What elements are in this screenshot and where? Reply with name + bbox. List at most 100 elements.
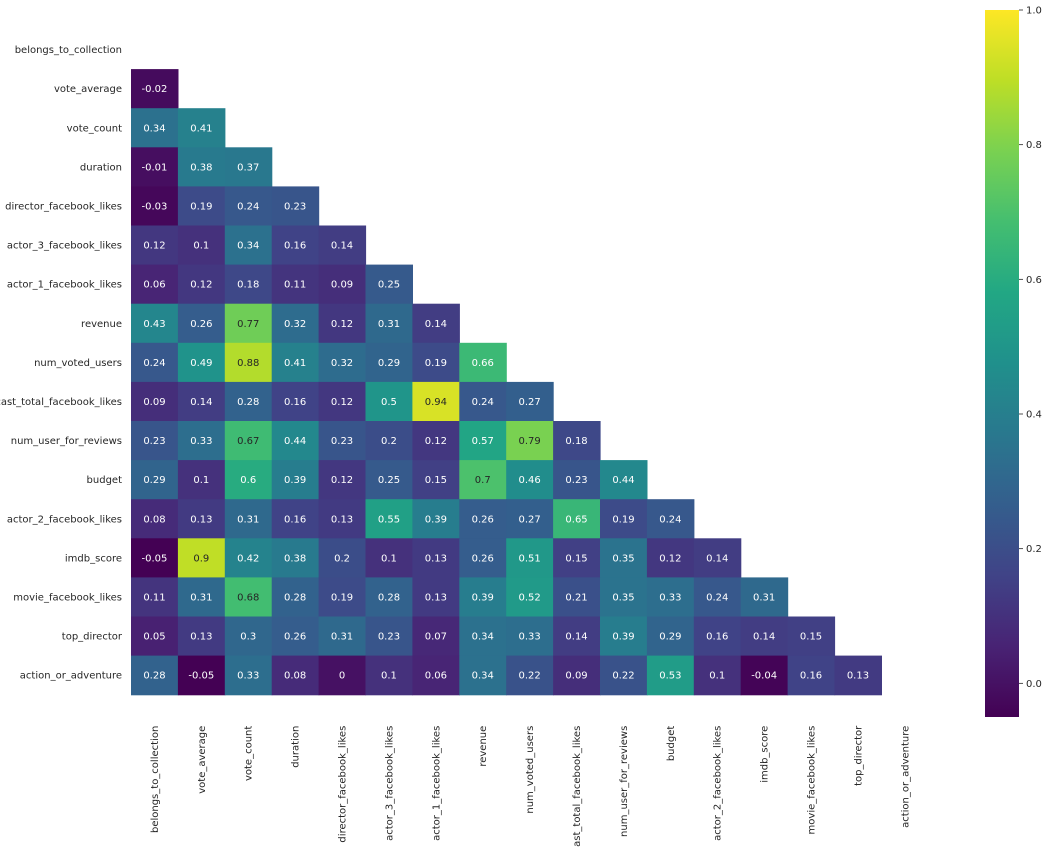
heatmap-cell: [787, 616, 836, 657]
cell-value-label: 0.68: [237, 592, 259, 603]
heatmap-cell: [131, 69, 179, 109]
heatmap-cell: [412, 616, 460, 657]
cell-value-label: 0.09: [331, 280, 353, 291]
heatmap-cell: [318, 264, 367, 305]
cell-value-label: 0.43: [143, 319, 165, 330]
cell-value-label: 0.12: [659, 553, 681, 564]
cell-value-label: 0.14: [753, 632, 775, 643]
heatmap-cell: [412, 381, 460, 422]
cell-value-label: 0.29: [659, 632, 681, 643]
cell-value-label: 0.18: [565, 436, 587, 447]
heatmap-cell: [131, 538, 179, 578]
heatmap-cell: [131, 147, 179, 187]
cell-value-label: 0.31: [331, 632, 353, 643]
heatmap-cell: [131, 577, 179, 618]
x-tick-label: action_or_adventure: [900, 726, 911, 828]
x-tick-label: cast_total_facebook_likes: [572, 726, 583, 847]
y-axis-tick-labels: belongs_to_collection vote_average vote_co…: [0, 45, 123, 682]
y-tick-label: movie_facebook_likes: [13, 592, 122, 603]
cell-value-label: 0.41: [190, 123, 212, 134]
heatmap-cell: [646, 616, 695, 657]
cell-value-label: 0.79: [519, 436, 541, 447]
heatmap-cell: [177, 655, 226, 696]
y-tick-label: actor_2_facebook_likes: [7, 514, 122, 525]
cell-value-label: 0.19: [612, 514, 634, 525]
cell-value-label: 0.28: [237, 397, 259, 408]
heatmap-cell: [271, 616, 320, 657]
cell-value-label: 0.65: [565, 514, 587, 525]
heatmap-cell: [131, 460, 179, 500]
heatmap-cell: [740, 616, 789, 657]
cell-value-label: 0.67: [237, 436, 259, 447]
cell-value-label: 0.31: [237, 514, 259, 525]
cell-value-label: 0.26: [190, 319, 212, 330]
cell-value-label: 0.88: [237, 358, 259, 369]
heatmap-cell: [553, 538, 601, 578]
heatmap-cell: [506, 499, 554, 539]
heatmap-cell: [459, 342, 507, 383]
cell-value-label: 0.33: [659, 592, 681, 603]
cell-value-label: 0.15: [565, 553, 587, 564]
cell-value-label: 0.26: [472, 514, 494, 525]
heatmap-cell: [646, 538, 695, 578]
cell-value-label: 0.24: [472, 397, 494, 408]
heatmap-cell: [834, 655, 882, 696]
cell-value-label: 0.9: [193, 553, 209, 564]
cell-value-label: 0.1: [193, 241, 209, 252]
heatmap-cell: [506, 538, 554, 578]
cell-value-label: -0.01: [142, 162, 168, 173]
heatmap-cell: [177, 460, 226, 500]
heatmap-cell: [646, 577, 695, 618]
heatmap-cell: [224, 342, 273, 383]
cell-value-label: 0.19: [331, 592, 353, 603]
heatmap-cell: [131, 616, 179, 657]
x-tick-label: director_facebook_likes: [338, 726, 349, 843]
cell-value-label: 0.38: [284, 553, 306, 564]
heatmap-cell: [177, 499, 226, 539]
colorbar-tick-label: 0.0: [1026, 679, 1042, 690]
cell-value-label: 0.23: [284, 201, 306, 212]
cell-value-label: 0.13: [190, 514, 212, 525]
cell-value-label: 0.31: [753, 592, 775, 603]
heatmap-cell: [271, 186, 320, 227]
cell-value-label: 0.49: [190, 358, 212, 369]
cell-value-label: 0.12: [143, 241, 165, 252]
cell-value-label: 0.46: [519, 475, 541, 486]
heatmap-cell: [553, 421, 601, 461]
heatmap-cell: [553, 616, 601, 657]
cell-value-label: 0.41: [284, 358, 306, 369]
heatmap-cell: [365, 264, 413, 305]
cell-value-label: 0.52: [519, 592, 541, 603]
cell-value-label: 0.28: [284, 592, 306, 603]
heatmap-cell: [412, 303, 460, 344]
heatmap-cell: [600, 577, 648, 618]
cell-value-label: 0.44: [284, 436, 306, 447]
heatmap-cell: [131, 342, 179, 383]
heatmap-cell: [365, 421, 413, 461]
heatmap-cell: [646, 655, 695, 696]
heatmap-cell: [365, 616, 413, 657]
heatmap-cell: [271, 381, 320, 422]
heatmap-cell: [553, 499, 601, 539]
cell-value-label: 0.1: [709, 671, 725, 682]
heatmap-cell: [177, 108, 226, 148]
cell-value-label: 0.28: [378, 592, 400, 603]
heatmap-cell: [693, 577, 742, 618]
cell-value-label: 0.38: [190, 162, 212, 173]
cell-value-label: 0.06: [425, 671, 447, 682]
y-tick-label: action_or_adventure: [20, 671, 122, 682]
heatmap-cell: [318, 421, 367, 461]
heatmap-cell: [506, 577, 554, 618]
heatmap-cell: [271, 499, 320, 539]
cell-value-label: 0.13: [425, 592, 447, 603]
heatmap-cell: [224, 616, 273, 657]
heatmap-cell: [693, 538, 742, 578]
cell-value-label: 0.39: [612, 632, 634, 643]
heatmap-cell: [177, 616, 226, 657]
cell-value-label: 0.06: [143, 280, 165, 291]
y-tick-label: num_user_for_reviews: [11, 436, 122, 447]
heatmap-cell: [131, 225, 179, 266]
cell-value-label: 0.39: [284, 475, 306, 486]
cell-value-label: 0.27: [519, 514, 541, 525]
heatmap-cell: [600, 460, 648, 500]
